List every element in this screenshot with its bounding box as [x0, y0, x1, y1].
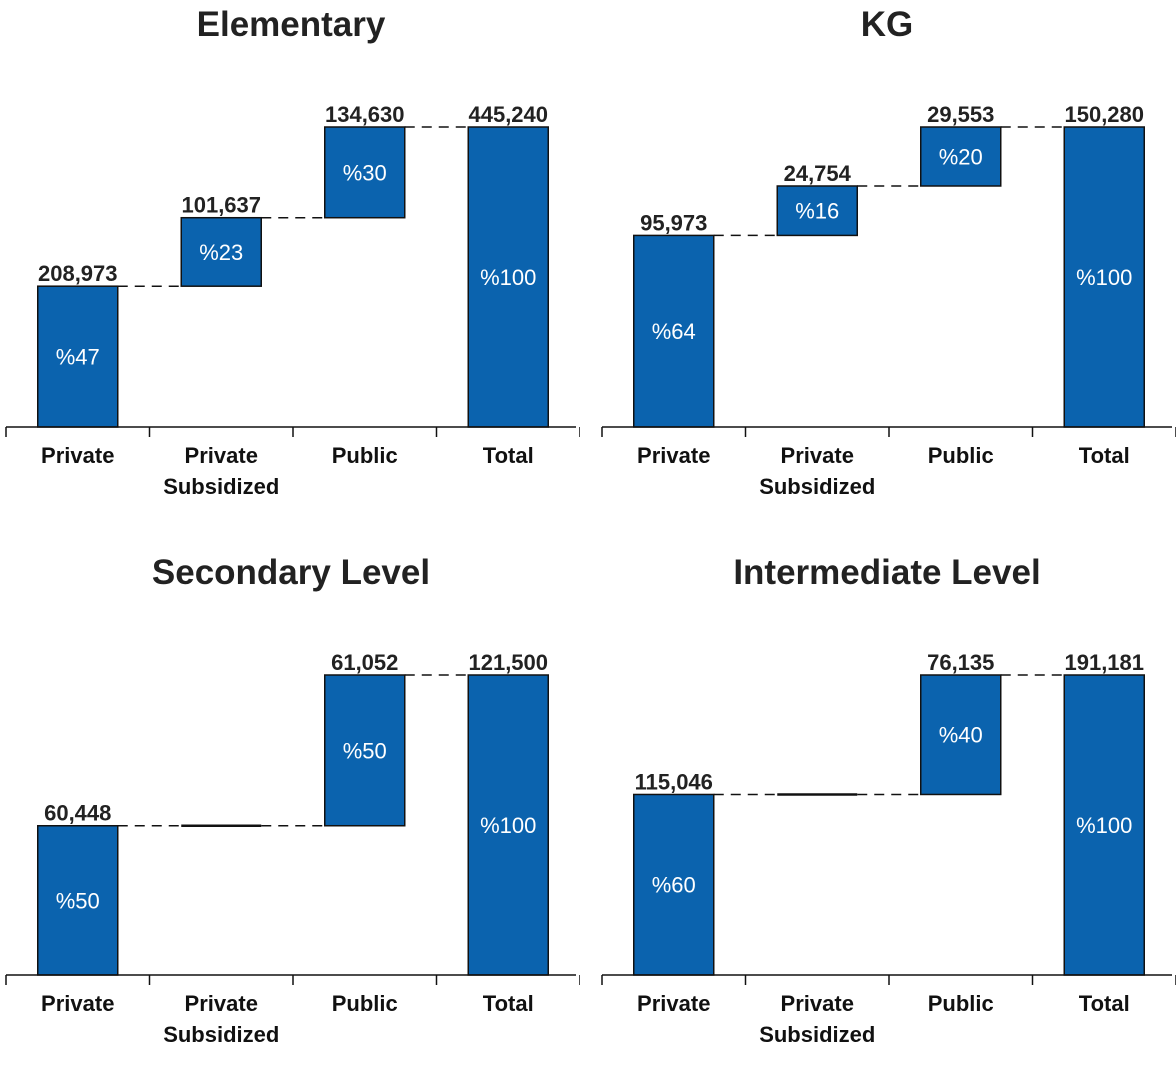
value-label: 101,637 [181, 193, 261, 218]
bar-3 [467, 674, 549, 976]
percent-label: %50 [343, 738, 387, 763]
chart-svg: Elementary 208,973 %47 101,637 %23 134,630 %30… [5, 5, 580, 496]
bar-2 [324, 126, 406, 219]
chart-panel-intermediate-level: Intermediate Level 115,046 %60 76,135 %40 191… [596, 548, 1176, 1070]
bar-0 [37, 824, 119, 976]
category-label: Private [637, 443, 710, 468]
chart-title: Secondary Level [152, 553, 430, 592]
percent-label: %100 [1076, 813, 1132, 838]
category-label: Private [41, 443, 114, 468]
value-label: 29,553 [927, 102, 994, 127]
category-label: Private [637, 991, 710, 1016]
category-label: Private [41, 991, 114, 1016]
category-label: Private Subsidized [759, 991, 875, 1044]
value-label: 191,181 [1064, 650, 1144, 675]
value-label: 134,630 [325, 102, 405, 127]
category-label: Public [332, 443, 398, 468]
value-label: 61,052 [331, 650, 398, 675]
category-label: Total [483, 991, 534, 1016]
value-label: 24,754 [784, 161, 852, 186]
value-label: 95,973 [640, 210, 707, 235]
chart-title: Elementary [197, 5, 386, 44]
bar-2 [920, 126, 1002, 187]
percent-label: %100 [480, 813, 536, 838]
bar-3 [1063, 674, 1145, 976]
percent-label: %50 [56, 888, 100, 913]
bar-0 [37, 285, 119, 428]
chart-panel-kg: KG 95,973 %64 24,754 %16 29,553 %20 150,280 %100… [596, 0, 1176, 522]
category-label: Total [1079, 991, 1130, 1016]
bar-1 [180, 216, 262, 287]
chart-svg: Intermediate Level 115,046 %60 76,135 %40 191… [601, 553, 1176, 1044]
category-label: Total [1079, 443, 1130, 468]
percent-label: %23 [199, 240, 243, 265]
value-label: 208,973 [38, 261, 118, 286]
percent-label: %16 [795, 199, 839, 224]
chart-panel-elementary: Elementary 208,973 %47 101,637 %23 134,630 %30… [0, 0, 588, 522]
percent-label: %64 [652, 319, 696, 344]
percent-label: %100 [1076, 265, 1132, 290]
bar-0 [633, 234, 715, 428]
category-label: Private Subsidized [163, 991, 279, 1044]
chart-svg: KG 95,973 %64 24,754 %16 29,553 %20 150,280 %100… [601, 5, 1176, 496]
value-label: 445,240 [468, 102, 548, 127]
chart-title: Intermediate Level [733, 553, 1040, 592]
value-label: 121,500 [468, 650, 548, 675]
value-label: 115,046 [635, 769, 713, 794]
percent-label: %20 [939, 144, 983, 169]
category-label: Total [483, 443, 534, 468]
percent-label: %40 [939, 723, 983, 748]
value-label: 60,448 [44, 801, 111, 826]
bar-2 [324, 674, 406, 827]
category-label: Private Subsidized [163, 443, 279, 496]
percent-label: %30 [343, 160, 387, 185]
percent-label: %60 [652, 873, 696, 898]
bar-3 [467, 126, 549, 428]
bar-2 [920, 674, 1002, 796]
category-label: Public [928, 991, 994, 1016]
bar-1 [776, 185, 858, 237]
percent-label: %100 [480, 265, 536, 290]
category-label: Public [332, 991, 398, 1016]
chart-panel-secondary-level: Secondary Level 60,448 %50 61,052 %50 121,500… [0, 548, 588, 1070]
chart-title: KG [861, 5, 914, 44]
value-label: 76,135 [927, 650, 994, 675]
value-label: 150,280 [1064, 102, 1144, 127]
percent-label: %47 [56, 345, 100, 370]
category-label: Public [928, 443, 994, 468]
chart-svg: Secondary Level 60,448 %50 61,052 %50 121,500… [5, 553, 580, 1044]
category-label: Private Subsidized [759, 443, 875, 496]
